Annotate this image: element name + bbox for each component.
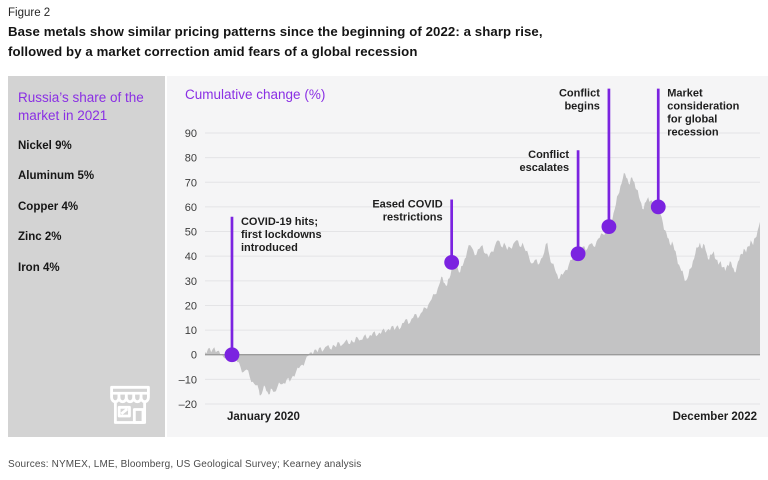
figure-title-line-2: followed by a market correction amid fea… (8, 43, 418, 59)
annotation-label: Conflict begins (559, 88, 600, 113)
y-tick-label: 50 (185, 227, 197, 239)
chart-svg: 90 80 70 60 50 40 30 20 10 0 –10 –20 COVID-19 hits; f… (179, 88, 760, 423)
figure-kicker: Figure 2 (8, 7, 51, 19)
metal-share: 4% (42, 261, 60, 274)
x-axis-start-label: January 2020 (227, 411, 300, 423)
y-tick-label: –10 (179, 374, 197, 386)
y-tick-label: 10 (185, 325, 197, 337)
market-share-heading: Russia’s share of the market in 2021 (18, 90, 144, 123)
annotation-dot (570, 246, 586, 262)
annotation-dot (650, 199, 666, 215)
metal-share: 4% (61, 200, 79, 213)
annotation-dot (224, 347, 240, 363)
share-item-iron: Iron 4% (18, 262, 155, 274)
metal-name: Nickel (18, 139, 52, 152)
metal-share: 2% (44, 231, 62, 244)
metal-share: 5% (77, 170, 95, 183)
metal-share: 9% (55, 139, 72, 152)
annotation-dot (444, 254, 460, 270)
y-tick-label: 80 (185, 153, 197, 165)
annotation-label: Conflict escalates (520, 149, 570, 174)
annotation-label: Market consideration for global recession (667, 88, 739, 139)
figure-title: Base metals show similar pricing pattern… (8, 22, 543, 62)
figure-title-line-1: Base metals show similar pricing pattern… (8, 24, 543, 39)
y-tick-label: –20 (179, 399, 197, 411)
share-item-copper: Copper 4% (18, 201, 155, 213)
share-item-aluminum: Aluminum 5% (18, 170, 155, 182)
sources-footnote: Sources: NYMEX, LME, Bloomberg, US Geolo… (8, 459, 362, 470)
y-tick-label: 0 (191, 350, 197, 362)
y-tick-label: 90 (185, 128, 197, 140)
chart-title: Cumulative change (%) (185, 87, 326, 102)
share-item-zinc: Zinc 2% (18, 231, 155, 243)
metal-name: Iron (18, 261, 40, 274)
market-share-panel: Russia’s share of the market in 2021 Nic… (8, 76, 165, 437)
area-series (205, 172, 760, 396)
annotation-dot (601, 219, 617, 235)
market-share-list: Nickel 9% Aluminum 5% Copper 4% Zinc 2% … (8, 125, 165, 274)
y-tick-label: 60 (185, 202, 197, 214)
chart-panel: Cumulative change (%) 90 80 70 60 50 40 30 20 10… (167, 76, 768, 437)
annotation-label: Eased COVID restrictions (372, 199, 442, 224)
metal-name: Aluminum (18, 170, 75, 183)
share-item-nickel: Nickel 9% (18, 140, 155, 152)
annotation-label: COVID-19 hits; first lockdowns introduced (241, 216, 322, 254)
y-tick-label: 70 (185, 177, 197, 189)
y-tick-label: 30 (185, 276, 197, 288)
metal-name: Copper (18, 200, 59, 213)
x-axis-end-label: December 2022 (673, 411, 757, 423)
y-tick-label: 20 (185, 300, 197, 312)
metal-name: Zinc (18, 231, 42, 244)
y-tick-label: 40 (185, 251, 197, 263)
storefront-icon (110, 385, 150, 424)
